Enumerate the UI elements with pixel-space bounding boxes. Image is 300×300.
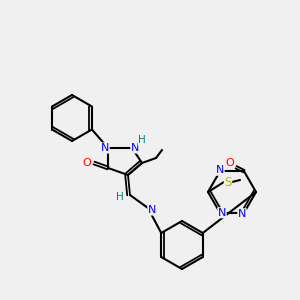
Text: N: N [148,205,156,215]
Text: H: H [138,135,146,145]
Text: N: N [218,208,226,218]
Text: S: S [224,176,232,188]
Text: N: N [101,143,109,153]
Text: N: N [131,143,139,153]
Text: N: N [216,165,224,175]
Text: H: H [224,158,232,168]
Text: O: O [82,158,91,168]
Text: O: O [226,158,234,168]
Text: H: H [116,192,124,202]
Text: N: N [238,209,246,219]
